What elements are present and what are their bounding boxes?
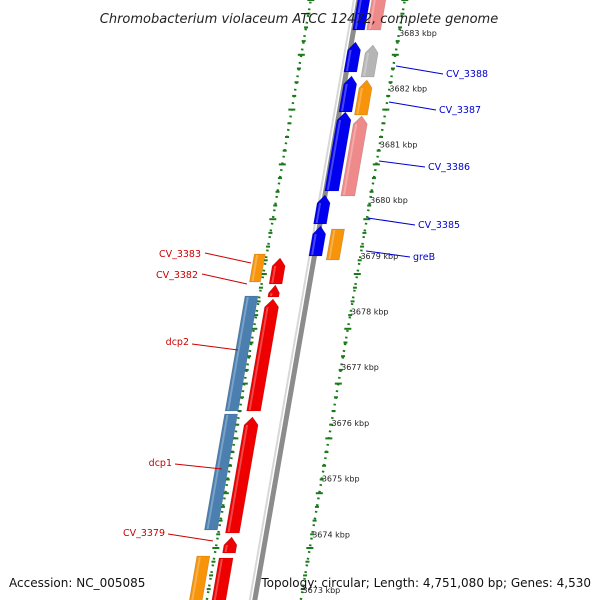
scale-tick-label: 3681 kbp <box>380 140 418 149</box>
scale-tick-label: 3678 kbp <box>351 308 389 317</box>
gene-label-cv-3379: CV_3379 <box>123 528 165 539</box>
gene-leader-line <box>388 101 437 111</box>
gene-feature <box>360 44 379 78</box>
gene-leader-line <box>367 217 416 226</box>
scale-tick-label: 3679 kbp <box>360 252 398 261</box>
scale-tick-label: 3675 kbp <box>322 475 360 484</box>
gene-leader-line <box>365 250 411 258</box>
gene-label-dcp1: dcp1 <box>149 458 172 469</box>
gene-feature <box>324 111 352 192</box>
gene-feature-highlight <box>248 307 269 410</box>
gene-feature <box>352 0 371 31</box>
gene-label-greb: greB <box>413 252 435 263</box>
gene-feature <box>249 253 266 283</box>
gene-leader-line <box>395 65 444 75</box>
scale-tick-label: 3677 kbp <box>341 363 379 372</box>
gene-label-cv-3385: CV_3385 <box>418 220 460 231</box>
gene-feature-highlight <box>354 0 362 29</box>
inner-ring-dotted-line <box>205 0 313 600</box>
gene-feature-highlight <box>363 53 370 76</box>
gene-feature-highlight <box>315 203 322 223</box>
gene-feature <box>267 284 280 298</box>
gene-leader-line <box>201 273 248 285</box>
gene-feature <box>268 257 286 285</box>
gene-feature-highlight <box>343 124 358 195</box>
gene-feature-highlight <box>224 545 228 552</box>
gene-feature-highlight <box>227 425 249 532</box>
scale-tick-label: 3676 kbp <box>332 419 370 428</box>
gene-label-cv-3386: CV_3386 <box>428 162 470 173</box>
gene-labels: CV_3388 CV_3387 CV_3386 CV_3385 greB CV_3383 C… <box>123 65 488 542</box>
gene-feature <box>343 41 361 73</box>
gene-features <box>189 0 387 600</box>
gene-feature <box>225 416 259 534</box>
gene-leader-line <box>204 252 252 264</box>
gene-feature-highlight <box>271 266 277 283</box>
gene-label-cv-3388: CV_3388 <box>446 69 488 80</box>
gene-feature-highlight <box>206 415 229 529</box>
gene-label-cv-3382: CV_3382 <box>156 270 198 281</box>
gene-leader-line <box>191 343 239 351</box>
gene-feature <box>246 298 279 412</box>
backbone-line <box>248 0 355 600</box>
gene-feature <box>224 295 259 412</box>
gene-label-cv-3383: CV_3383 <box>159 249 201 260</box>
gene-feature-highlight <box>356 88 363 114</box>
gene-feature-highlight <box>270 293 273 296</box>
topology-label: Topology: circular; Length: 4,751,080 bp… <box>260 576 591 590</box>
scale-tick-label: 3680 kbp <box>370 196 408 205</box>
gene-leader-line <box>174 463 223 470</box>
gene-feature <box>354 79 373 116</box>
scale-tick-label: 3674 kbp <box>312 530 350 539</box>
gene-feature <box>338 75 358 113</box>
map-title: Chromobacterium violaceum ATCC 12472, co… <box>100 12 498 27</box>
gene-feature-highlight <box>326 120 341 190</box>
gene-feature <box>325 228 345 261</box>
gene-feature-highlight <box>213 559 223 600</box>
gene-feature <box>211 557 234 600</box>
gene-feature-highlight <box>251 255 259 281</box>
gene-feature-highlight <box>368 0 376 29</box>
accession-label: Accession: NC_005085 <box>9 576 145 590</box>
gene-feature <box>340 115 368 197</box>
gene-feature <box>222 536 238 554</box>
gene-feature <box>189 555 211 600</box>
gene-feature-highlight <box>227 297 249 410</box>
gene-feature-highlight <box>311 234 317 255</box>
gene-feature-highlight <box>191 557 201 600</box>
gene-leader-line <box>167 533 214 542</box>
gene-feature <box>313 194 331 225</box>
gene-feature-highlight <box>341 84 348 111</box>
scale-tick-label: 3683 kbp <box>399 29 437 38</box>
gene-label-cv-3387: CV_3387 <box>439 105 481 116</box>
gene-leader-line <box>378 160 426 168</box>
scale-tick-label: 3673 kbp <box>303 586 341 595</box>
gene-feature <box>308 225 327 257</box>
gene-feature-highlight <box>328 230 336 259</box>
gene-label-dcp2: dcp2 <box>166 337 189 348</box>
scale-tick-label: 3682 kbp <box>389 85 427 94</box>
gene-feature <box>204 413 238 531</box>
gene-feature <box>366 0 387 31</box>
gene-feature-highlight <box>346 50 352 71</box>
